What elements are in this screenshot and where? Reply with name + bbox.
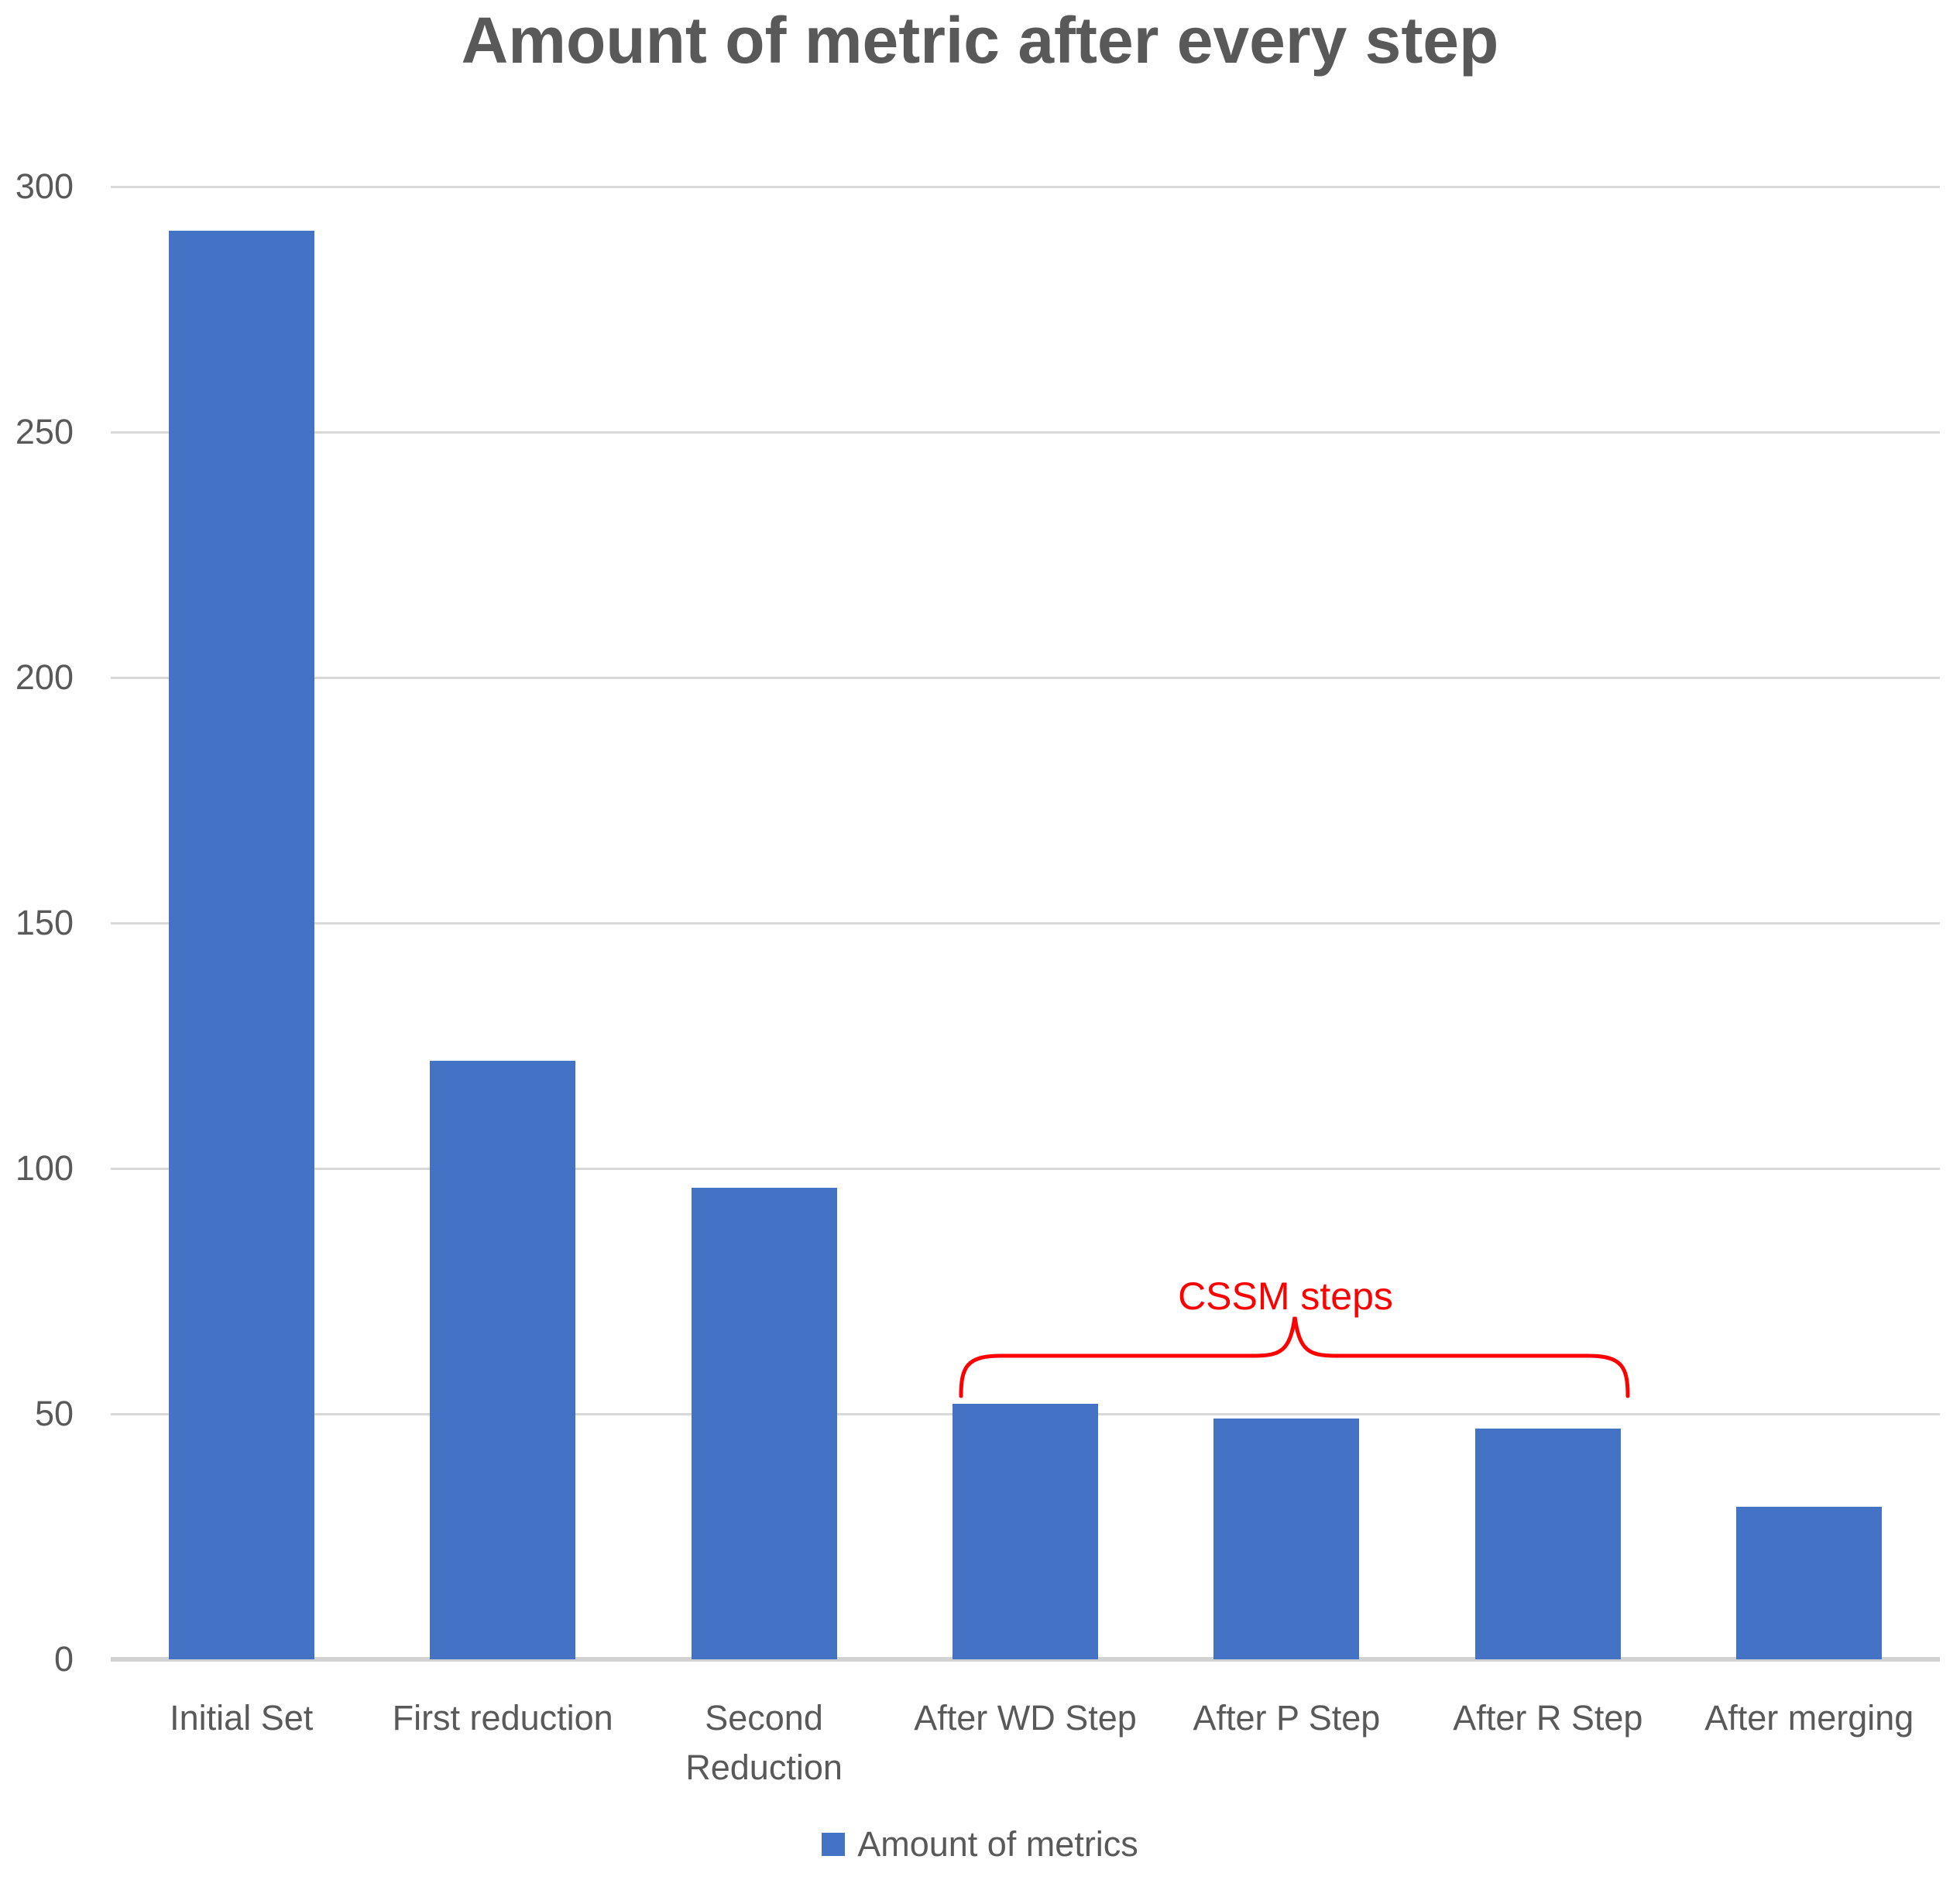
bar-after-merging (1736, 1507, 1883, 1659)
annotation-label: CSSM steps (1178, 1274, 1393, 1318)
x-category-label-initial-set: Initial Set (170, 1698, 314, 1738)
x-axis-line (111, 1657, 1940, 1662)
y-tick-label-100: 100 (15, 1148, 74, 1188)
legend-label: Amount of metrics (857, 1824, 1138, 1864)
x-category-label-after-p-step: After P Step (1193, 1698, 1381, 1738)
bar-after-p-step (1213, 1419, 1360, 1659)
bar-first-reduction (430, 1060, 576, 1659)
bar-after-r-step (1474, 1429, 1621, 1659)
gridline-150 (111, 921, 1940, 925)
y-tick-label-150: 150 (15, 903, 74, 942)
x-category-label-first-reduction: First reduction (392, 1698, 613, 1738)
plot-area: 0 50 100 150 200 250 300 Initial Set First reduc… (15, 168, 1940, 1787)
y-tick-label-50: 50 (34, 1394, 74, 1433)
bar-after-wd-step (953, 1404, 1098, 1659)
bar-second-reduction (691, 1188, 837, 1659)
x-category-label-after-r-step: After R Step (1453, 1698, 1643, 1738)
y-tick-label-0: 0 (53, 1639, 74, 1679)
bar-initial-set (168, 231, 314, 1659)
x-category-label-after-wd-step: After WD Step (914, 1698, 1137, 1738)
chart-title: Amount of metric after every step (461, 4, 1499, 77)
legend: Amount of metrics (0, 1824, 1960, 1865)
gridline-300 (111, 185, 1940, 188)
gridline-200 (111, 676, 1940, 679)
gridline-250 (111, 431, 1940, 434)
gridline-100 (111, 1167, 1940, 1170)
x-category-label-after-merging: After merging (1704, 1698, 1914, 1738)
legend-swatch-icon (822, 1833, 846, 1856)
y-tick-label-300: 300 (15, 166, 74, 206)
x-category-label-second-reduction: Second Reduction (685, 1698, 843, 1787)
y-tick-label-200: 200 (15, 657, 74, 697)
y-tick-label-250: 250 (15, 412, 74, 451)
